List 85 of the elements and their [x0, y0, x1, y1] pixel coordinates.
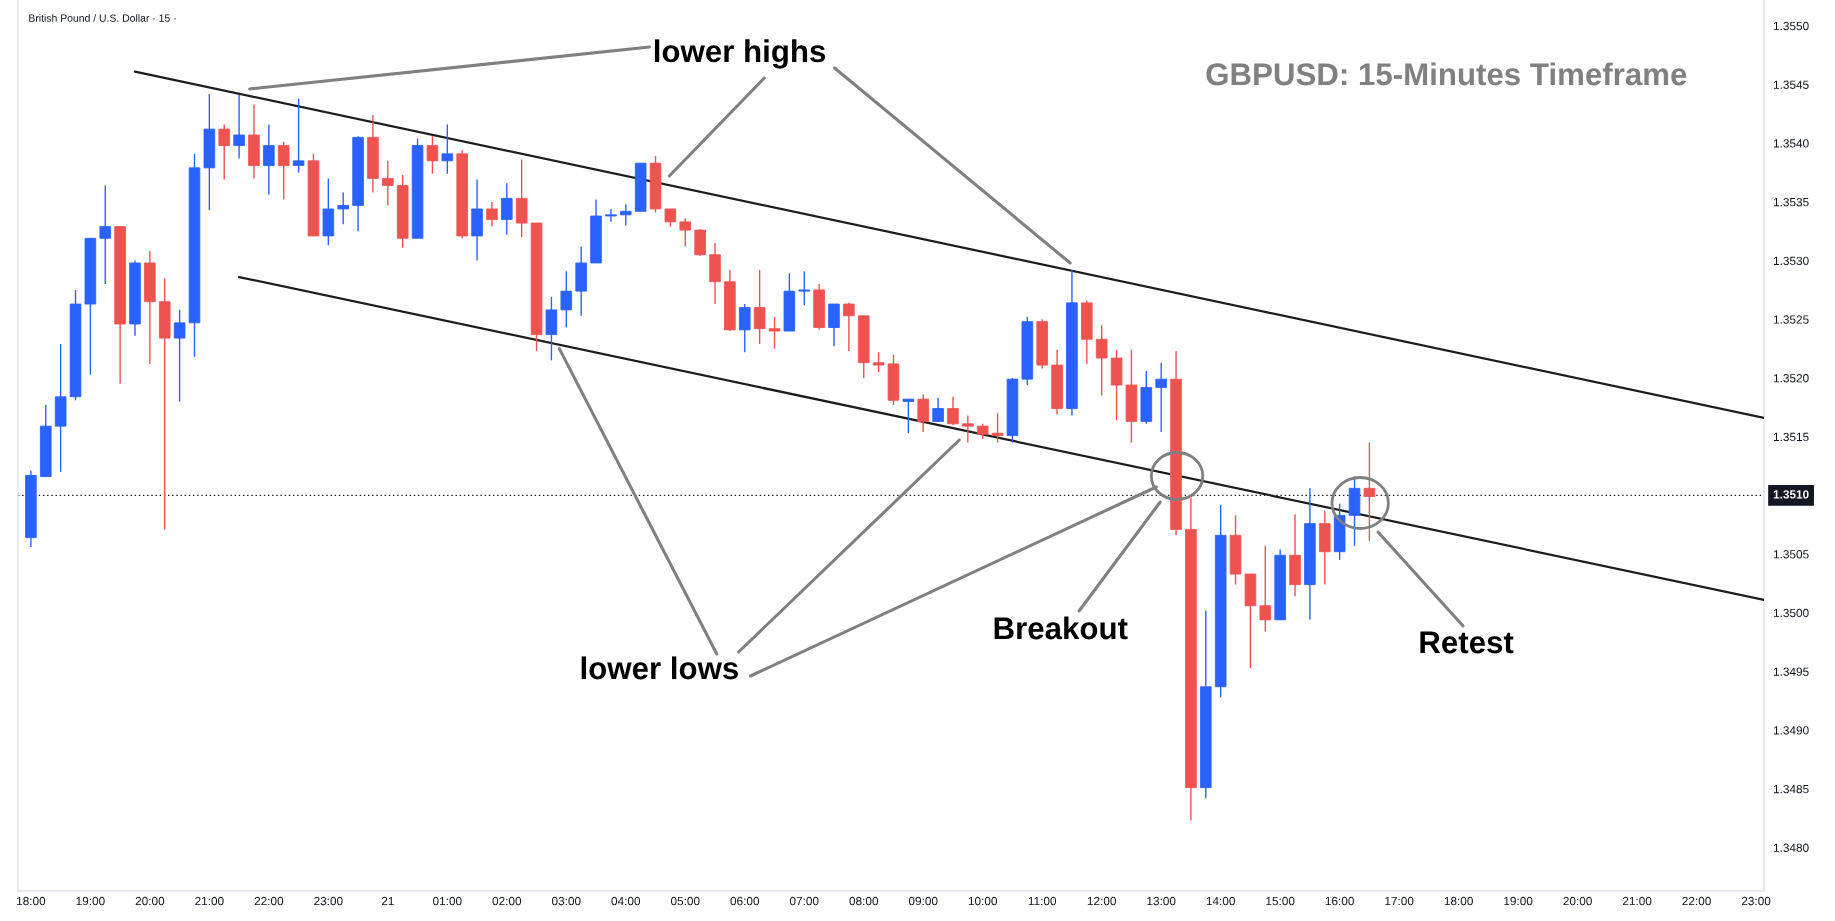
candlestick: [679, 217, 692, 248]
candlestick: [426, 135, 439, 175]
candlestick: [99, 184, 112, 285]
x-tick-label: 18:00: [17, 896, 46, 906]
candlestick: [620, 203, 632, 227]
y-tick-label: 1.3550: [1773, 21, 1809, 31]
x-tick-label: 21:00: [1622, 896, 1652, 906]
text: British Pound / U.S. Dollar · 15 ·: [29, 14, 176, 22]
y-tick-label: 1.3480: [1773, 843, 1809, 852]
candlestick: [917, 393, 929, 433]
ref-line-label: 1.3510: [1773, 490, 1809, 499]
x-tick-label: 07:00: [789, 896, 819, 906]
candlestick: [932, 397, 944, 423]
y-tick-label: 1.3485: [1773, 784, 1809, 794]
candlestick: [173, 309, 186, 403]
candlestick: [501, 182, 513, 236]
candlestick: [738, 303, 751, 353]
candlestick: [560, 270, 573, 329]
y-tick-label: 1.3535: [1773, 197, 1809, 207]
candlestick: [872, 351, 885, 373]
candlestick: [962, 414, 974, 444]
candlestick: [263, 123, 275, 196]
candlestick: [1363, 441, 1376, 542]
x-tick-label: 05:00: [670, 896, 700, 906]
x-tick-label: 20:00: [135, 896, 165, 906]
x-tick-label: 23:00: [314, 896, 343, 906]
x-tick-label: 14:00: [1206, 896, 1235, 906]
candlestick: [218, 123, 230, 181]
x-tick-label: 22:00: [1682, 896, 1711, 906]
annotation: Breakout: [994, 616, 1128, 640]
x-tick-label: 06:00: [730, 896, 760, 906]
candlestick: [947, 396, 959, 426]
candlestick: [233, 94, 245, 160]
x-tick-label: 12:00: [1087, 896, 1116, 906]
x-tick-label: 23:00: [1741, 896, 1771, 906]
x-tick-label: 18:00: [1444, 896, 1473, 906]
candlestick: [382, 160, 394, 207]
x-tick-label: 17:00: [1385, 896, 1414, 906]
x-tick-label: 15:00: [1266, 896, 1295, 906]
x-tick-label: 09:00: [908, 896, 938, 906]
x-tick-label: 04:00: [611, 896, 641, 906]
candlestick: [843, 302, 855, 352]
candlestick: [1259, 545, 1272, 633]
x-tick-label: 16:00: [1325, 896, 1354, 906]
candlestick: [277, 141, 290, 201]
x-tick-label: 08:00: [849, 896, 879, 906]
x-tick-label: 03:00: [551, 896, 581, 906]
candlestick: [292, 97, 305, 174]
candlestick: [605, 208, 617, 223]
x-tick-label: 19:00: [1504, 896, 1533, 906]
x-tick-label: 19:00: [76, 896, 105, 906]
y-tick-label: 1.3520: [1773, 374, 1809, 383]
x-tick-label: 11:00: [1028, 896, 1057, 906]
y-tick-label: 1.3525: [1773, 315, 1809, 324]
y-tick-label: 1.3500: [1773, 608, 1809, 618]
annotation: lower lows: [581, 656, 738, 680]
x-tick-label: 01:00: [433, 896, 462, 906]
candlestick: [486, 201, 498, 228]
x-tick-label: 21: [381, 896, 394, 906]
y-tick-label: 1.3515: [1773, 432, 1809, 442]
candlestick: [798, 270, 811, 306]
candlestick: [902, 398, 915, 434]
x-tick-label: 22:00: [254, 896, 284, 906]
y-tick-label: 1.3545: [1773, 80, 1809, 89]
x-tick-label: 02:00: [492, 896, 522, 906]
y-tick-label: 1.3540: [1773, 139, 1809, 148]
x-tick-label: 21:00: [195, 896, 224, 906]
y-tick-label: 1.3530: [1773, 256, 1809, 265]
x-tick-label: 10:00: [968, 896, 998, 906]
x-tick-label: 13:00: [1147, 896, 1176, 906]
candlestick: [753, 269, 766, 345]
y-tick-label: 1.3495: [1773, 667, 1809, 676]
x-tick-label: 20:00: [1563, 896, 1592, 906]
candlestick: [991, 412, 1004, 444]
annotation: lower highs: [654, 39, 826, 69]
candlestick: [1155, 362, 1167, 433]
candlestick: [441, 123, 454, 175]
text: GBPUSD: 15-Minutes Timeframe: [1206, 62, 1687, 86]
y-tick-label: 1.3505: [1773, 550, 1809, 559]
candlestick: [337, 191, 349, 225]
candlestick: [1095, 324, 1108, 397]
candlestick: [768, 316, 781, 350]
candlestick: [828, 303, 840, 347]
annotation: Retest: [1420, 631, 1514, 654]
y-tick-label: 1.3490: [1773, 726, 1809, 735]
